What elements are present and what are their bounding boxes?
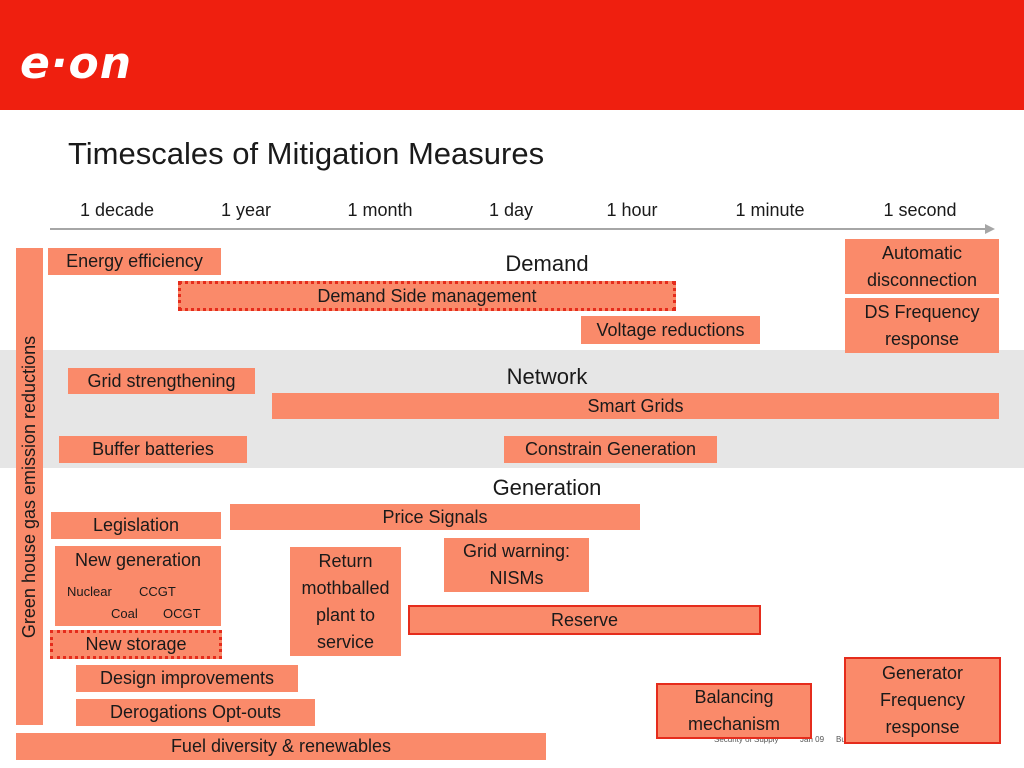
generator-frequency-response-line-2: Frequency	[879, 690, 966, 710]
generator-frequency-response-line-3: response	[885, 717, 960, 737]
footer-security-of-supply: Security of Supply	[714, 735, 779, 744]
balancing-mechanism-line-2: mechanism	[687, 714, 781, 734]
grid-warning-box: Grid warning: NISMs	[444, 538, 589, 592]
footer-right: Bu	[836, 735, 846, 744]
return-mothballed-box: Return mothballed plant to service	[290, 547, 401, 656]
section-demand: Demand	[505, 251, 589, 276]
automatic-disconnection-line-2: disconnection	[866, 269, 978, 290]
timescale-minute: 1 minute	[735, 200, 805, 220]
section-network: Network	[506, 364, 588, 389]
fuel-diversity-box: Fuel diversity & renewables	[16, 733, 546, 760]
buffer-batteries-box: Buffer batteries	[59, 436, 247, 463]
energy-efficiency-box: Energy efficiency	[48, 248, 221, 275]
ds-frequency-response-line-2: response	[884, 328, 960, 349]
ds-frequency-response-line-1: DS Frequency	[864, 301, 980, 322]
timescale-decade: 1 decade	[79, 200, 155, 220]
voltage-reductions-box: Voltage reductions	[581, 316, 760, 344]
nuclear-label: Nuclear	[67, 584, 112, 599]
grid-strengthening-box: Grid strengthening	[68, 368, 255, 394]
balancing-mechanism-box: Balancing mechanism	[656, 683, 812, 739]
footer-date: Jan 09	[800, 735, 825, 744]
demand-side-management-box: Demand Side management	[178, 281, 676, 311]
timescale-year: 1 year	[220, 200, 272, 220]
return-mothballed-line-4: service	[316, 631, 374, 652]
grid-warning-line-1: Grid warning:	[462, 541, 571, 561]
automatic-disconnection-box: Automatic disconnection	[845, 239, 999, 294]
constrain-generation-box: Constrain Generation	[504, 436, 717, 463]
reserve-label: Reserve	[550, 609, 619, 630]
timescale-day: 1 day	[488, 200, 534, 220]
new-generation-label: New generation	[74, 550, 202, 570]
smart-grids-box: Smart Grids	[272, 393, 999, 419]
price-signals-box: Price Signals	[230, 504, 640, 530]
return-mothballed-line-2: mothballed	[301, 577, 390, 598]
buffer-batteries-label: Buffer batteries	[92, 439, 214, 459]
return-mothballed-line-1: Return	[318, 550, 373, 571]
grid-strengthening-label: Grid strengthening	[87, 370, 236, 391]
timescale-hour: 1 hour	[606, 200, 658, 220]
return-mothballed-line-3: plant to	[315, 604, 376, 625]
section-generation: Generation	[492, 475, 602, 500]
ocgt-label: OCGT	[163, 606, 201, 621]
new-generation-box: New generation	[55, 546, 221, 626]
coal-label: Coal	[111, 606, 138, 621]
timescale-second: 1 second	[883, 200, 957, 220]
timescale-month: 1 month	[347, 200, 413, 220]
fuel-diversity-label: Fuel diversity & renewables	[170, 736, 392, 756]
ghg-reductions-bar	[16, 248, 43, 725]
energy-efficiency-label: Energy efficiency	[66, 251, 203, 271]
timescale-arrow	[50, 224, 995, 234]
new-storage-label: New storage	[85, 634, 187, 654]
grid-warning-line-2: NISMs	[489, 568, 544, 588]
design-improvements-label: Design improvements	[99, 668, 275, 688]
smart-grids-label: Smart Grids	[587, 395, 684, 416]
derogations-label: Derogations Opt-outs	[109, 702, 282, 722]
ccgt-label: CCGT	[139, 584, 176, 599]
derogations-box: Derogations Opt-outs	[76, 699, 315, 726]
price-signals-label: Price Signals	[382, 506, 488, 527]
voltage-reductions-label: Voltage reductions	[596, 319, 745, 340]
balancing-mechanism-line-1: Balancing	[694, 687, 774, 707]
ghg-reductions-label: Green house gas emission reductions	[19, 335, 39, 639]
page-title: Timescales of Mitigation Measures	[68, 136, 545, 171]
generator-frequency-response-box: Generator Frequency response	[844, 657, 1001, 744]
automatic-disconnection-line-1: Automatic	[881, 242, 963, 263]
design-improvements-box: Design improvements	[76, 665, 298, 692]
legislation-box: Legislation	[51, 512, 221, 539]
generator-frequency-response-line-1: Generator	[881, 663, 964, 683]
ds-frequency-response-box: DS Frequency response	[845, 298, 999, 353]
new-storage-box: New storage	[50, 630, 222, 659]
constrain-generation-label: Constrain Generation	[524, 439, 697, 459]
reserve-box: Reserve	[408, 605, 761, 635]
header-bar: e·on	[0, 0, 1024, 110]
legislation-label: Legislation	[92, 515, 180, 535]
eon-logo: e·on	[20, 38, 133, 89]
demand-side-management-label: Demand Side management	[317, 285, 537, 306]
